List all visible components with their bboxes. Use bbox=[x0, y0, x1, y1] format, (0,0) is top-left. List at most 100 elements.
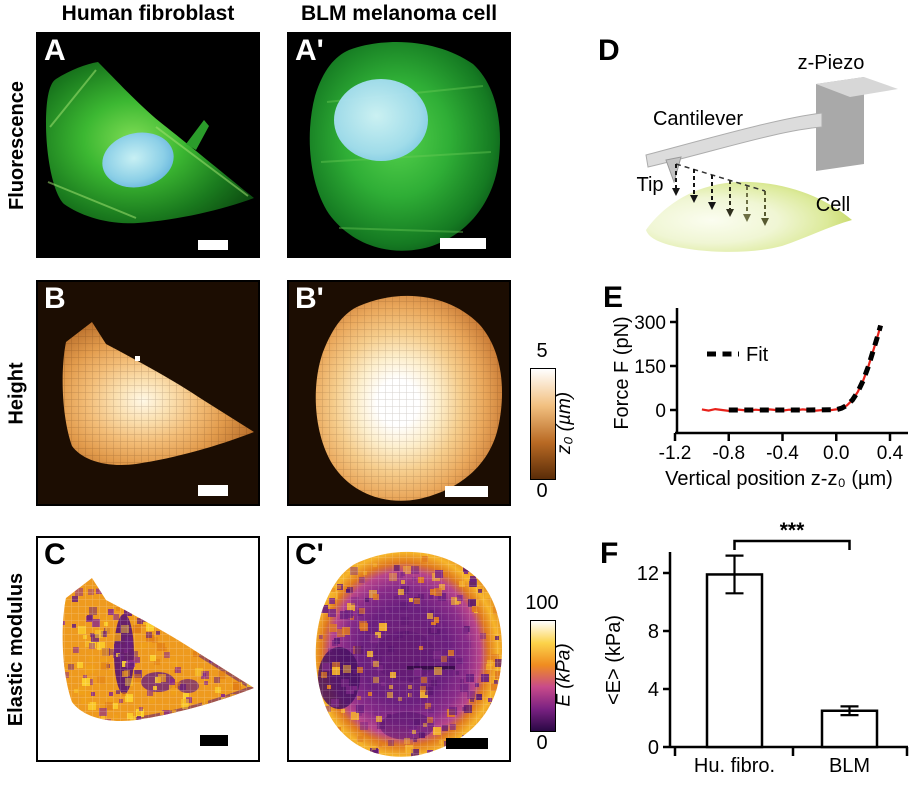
x-tick-label: -1.2 bbox=[659, 443, 692, 464]
speckle bbox=[490, 557, 496, 563]
category-label-1: BLM bbox=[829, 755, 870, 777]
speckle bbox=[205, 715, 213, 722]
fibroblast-nucleus bbox=[102, 132, 174, 188]
speckle bbox=[197, 619, 201, 623]
arrow-head bbox=[672, 188, 680, 196]
panel-label-a-prime: A' bbox=[295, 34, 324, 67]
speckle bbox=[337, 733, 341, 737]
speckle bbox=[201, 593, 207, 599]
speckle bbox=[236, 715, 240, 719]
panel-d-afm-schematic: D z-Piezo Cantilever Tip Cell bbox=[598, 34, 898, 252]
speckle bbox=[188, 709, 192, 713]
height-map-blm bbox=[315, 295, 503, 501]
scale-bar bbox=[446, 738, 488, 749]
y-tick-label: 12 bbox=[637, 563, 659, 585]
tip-label: Tip bbox=[636, 174, 663, 196]
height-colorbar-unit: z₀ (µm) bbox=[554, 391, 575, 455]
panel-label-a: A bbox=[44, 34, 66, 67]
speckle bbox=[220, 608, 224, 612]
speckle bbox=[50, 717, 58, 725]
panel-a-prime-fluorescence-blm: A' bbox=[287, 32, 511, 258]
y-tick-label: 4 bbox=[648, 679, 659, 701]
speckle bbox=[134, 596, 142, 604]
panel-label-c: C bbox=[44, 538, 66, 571]
speckle bbox=[455, 556, 459, 560]
fit-curve bbox=[728, 324, 884, 413]
x-tick-label: -0.8 bbox=[712, 443, 745, 464]
speckle bbox=[137, 588, 141, 592]
speckle bbox=[232, 594, 236, 598]
y-ticks: 0 150 300 bbox=[634, 313, 677, 422]
speckle bbox=[242, 586, 248, 592]
legend-fit-label: Fit bbox=[746, 344, 769, 366]
panel-f-bar-chart: F 0 4 8 12 Hu. fibro. BLM *** <E> (kPa) bbox=[600, 519, 909, 777]
speckle bbox=[247, 594, 253, 600]
speckle bbox=[241, 667, 245, 671]
speckle bbox=[123, 587, 131, 595]
speckle bbox=[138, 607, 142, 611]
speckle bbox=[62, 713, 63, 721]
x-tick-label: 0.0 bbox=[823, 443, 849, 464]
pixel-grid bbox=[62, 322, 254, 466]
speckle bbox=[207, 647, 211, 651]
speckle bbox=[209, 712, 217, 720]
speckle bbox=[323, 728, 329, 734]
cell-label: Cell bbox=[816, 194, 850, 216]
speckle bbox=[148, 614, 152, 618]
speckle bbox=[489, 717, 497, 725]
significance-bracket bbox=[733, 539, 851, 550]
height-colorbar-max: 5 bbox=[536, 340, 548, 362]
y-tick-label: 0 bbox=[655, 401, 666, 422]
scale-bar bbox=[200, 735, 228, 746]
speckle bbox=[213, 631, 217, 635]
speckle bbox=[144, 596, 152, 604]
speckle bbox=[114, 590, 122, 598]
f-y-axis-label: <E> (kPa) bbox=[603, 615, 625, 705]
speckle bbox=[137, 596, 145, 604]
speckle bbox=[145, 616, 149, 620]
cantilever-label: Cantilever bbox=[653, 108, 743, 130]
speckle bbox=[197, 620, 205, 628]
speckle bbox=[183, 601, 189, 607]
y-tick-label: 300 bbox=[634, 313, 666, 334]
speckle bbox=[325, 749, 331, 755]
arrow-head bbox=[726, 209, 734, 217]
panel-e-force-curve: E 0 150 300 -1.2 -0.8 -0.4 0.0 0.4 Fit Force F… bbox=[603, 281, 908, 490]
modulus-colorbar-min: 0 bbox=[536, 732, 548, 754]
speckle bbox=[147, 593, 153, 599]
panel-label-c-prime: C' bbox=[295, 538, 324, 571]
speckle bbox=[68, 712, 76, 720]
x-tick-label: 0.4 bbox=[877, 443, 904, 464]
speckle bbox=[237, 606, 243, 612]
speckle bbox=[321, 751, 325, 755]
row-label-elastic-modulus: Elastic modulus bbox=[5, 572, 28, 726]
speckle bbox=[218, 708, 224, 714]
speckle bbox=[493, 736, 499, 742]
modulus-colorbar-unit: E (kPa) bbox=[554, 643, 576, 707]
speckle bbox=[222, 604, 228, 610]
speckle bbox=[241, 617, 245, 621]
panel-label-b: B bbox=[44, 282, 66, 315]
speckle bbox=[216, 650, 220, 654]
z-piezo-label: z-Piezo bbox=[798, 52, 865, 74]
speckle bbox=[208, 639, 216, 647]
panel-c-modulus-fibroblast: C bbox=[36, 536, 260, 762]
speckle bbox=[140, 595, 148, 603]
y-tick-label: 150 bbox=[634, 357, 666, 378]
speckle bbox=[195, 624, 199, 628]
speckle bbox=[130, 596, 134, 600]
speckle bbox=[55, 683, 59, 687]
speckle bbox=[186, 637, 194, 645]
scan-path bbox=[675, 163, 766, 192]
speckle bbox=[235, 613, 241, 619]
modulus-map-blm bbox=[315, 551, 503, 757]
category-labels: Hu. fibro. BLM bbox=[694, 755, 870, 777]
modulus-colorbar-max: 100 bbox=[525, 592, 559, 614]
speckle bbox=[127, 590, 133, 596]
scale-bar bbox=[440, 238, 486, 249]
speckle bbox=[352, 558, 356, 562]
speckle bbox=[138, 719, 146, 722]
speckle bbox=[224, 661, 232, 669]
speckle bbox=[197, 598, 205, 606]
speckle bbox=[62, 716, 66, 720]
